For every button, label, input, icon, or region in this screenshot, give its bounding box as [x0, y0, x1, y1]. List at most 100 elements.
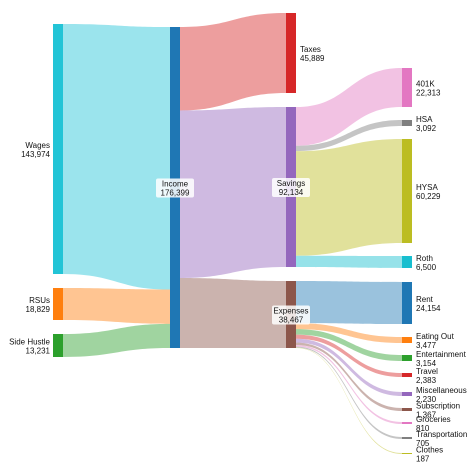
label-background-income	[156, 178, 194, 198]
node-value-transportation: 705	[416, 439, 430, 448]
node-rsus	[53, 288, 63, 320]
flow-expenses-to-entertainment	[296, 329, 402, 361]
node-value-hsa: 3,092	[416, 124, 437, 133]
node-eating	[402, 337, 412, 343]
node-name-entertainment: Entertainment	[416, 350, 467, 359]
node-value-clothes: 187	[416, 455, 430, 464]
node-name-rsus: RSUs	[29, 296, 50, 305]
node-name-expenses: Expenses	[273, 307, 308, 316]
label-background-expenses	[272, 305, 310, 325]
node-hsa	[402, 120, 412, 126]
flow-income-to-expenses	[180, 278, 286, 348]
node-value-rsus: 18,829	[26, 305, 51, 314]
node-subscription	[402, 408, 412, 411]
node-name-side: Side Hustle	[9, 338, 50, 347]
flow-expenses-to-rent	[296, 281, 402, 324]
node-value-side: 13,231	[26, 347, 51, 356]
node-name-hsa: HSA	[416, 115, 433, 124]
node-name-savings: Savings	[277, 179, 305, 188]
node-roth	[402, 256, 412, 268]
node-taxes	[286, 13, 296, 93]
flow-savings-to-roth	[296, 255, 402, 268]
node-name-taxes: Taxes	[300, 45, 321, 54]
flow-wages-to-income	[63, 24, 170, 290]
node-value-subscription: 1,367	[416, 411, 437, 420]
flow-expenses-to-eating	[296, 323, 402, 343]
node-value-groceries: 810	[416, 424, 430, 433]
links-layer	[63, 13, 402, 454]
node-value-savings: 92,134	[279, 188, 304, 197]
node-groceries	[402, 422, 412, 424]
label-background-savings	[272, 178, 310, 197]
node-value-entertainment: 3,154	[416, 359, 437, 368]
node-name-transportation: Transportation	[416, 430, 467, 439]
flow-expenses-to-subscription	[296, 342, 402, 411]
node-value-misc: 2,230	[416, 395, 437, 404]
node-name-hysa: HYSA	[416, 183, 438, 192]
flow-expenses-to-misc	[296, 338, 402, 396]
node-value-eating: 3,477	[416, 341, 437, 350]
node-name-subscription: Subscription	[416, 402, 460, 411]
node-name-roth: Roth	[416, 254, 433, 263]
flow-rsus-to-income	[63, 288, 170, 324]
node-value-taxes: 45,889	[300, 54, 325, 63]
node-name-eating: Eating Out	[416, 332, 455, 341]
node-value-hysa: 60,229	[416, 192, 441, 201]
flow-expenses-to-groceries	[296, 345, 402, 424]
node-transportation	[402, 437, 412, 439]
node-wages	[53, 24, 63, 274]
node-k401	[402, 68, 412, 107]
flow-income-to-taxes	[180, 13, 286, 111]
node-name-misc: Miscellaneous	[416, 386, 467, 395]
node-value-travel: 2,383	[416, 376, 437, 385]
node-value-rent: 24,154	[416, 304, 441, 313]
node-misc	[402, 392, 412, 396]
flow-expenses-to-clothes	[296, 347, 402, 454]
flow-expenses-to-transportation	[296, 346, 402, 439]
flow-side-to-income	[63, 323, 170, 357]
flow-savings-to-hsa	[296, 120, 402, 152]
node-rent	[402, 282, 412, 324]
flow-income-to-savings	[180, 107, 286, 279]
node-side	[53, 334, 63, 357]
node-travel	[402, 373, 412, 377]
node-name-travel: Travel	[416, 367, 438, 376]
node-name-wages: Wages	[25, 141, 50, 150]
flow-savings-to-k401	[296, 68, 402, 146]
node-entertainment	[402, 355, 412, 361]
node-value-income: 176,399	[161, 189, 190, 198]
node-name-k401: 401K	[416, 80, 435, 89]
node-clothes	[402, 453, 412, 454]
node-hysa	[402, 139, 412, 243]
node-value-expenses: 38,467	[279, 316, 304, 325]
node-value-wages: 143,974	[21, 150, 50, 159]
node-name-income: Income	[162, 180, 189, 189]
node-name-clothes: Clothes	[416, 446, 443, 455]
node-value-roth: 6,500	[416, 263, 437, 272]
node-name-groceries: Groceries	[416, 415, 451, 424]
node-value-k401: 22,313	[416, 89, 441, 98]
flow-expenses-to-travel	[296, 334, 402, 377]
